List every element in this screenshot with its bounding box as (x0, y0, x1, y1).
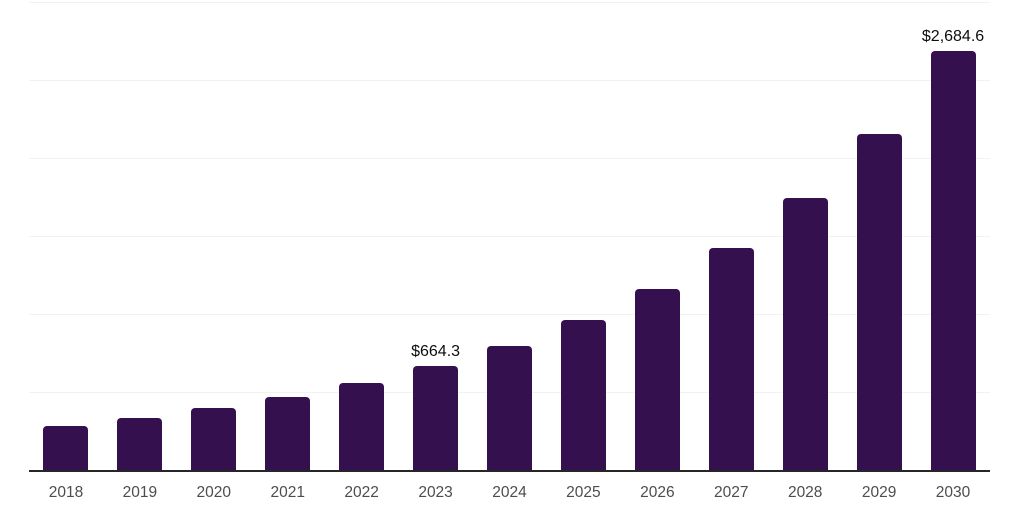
x-tick-2024: 2024 (492, 484, 527, 501)
bar-2029[interactable] (856, 134, 902, 470)
bar-2025[interactable] (560, 320, 606, 470)
bar-2023[interactable] (413, 366, 459, 470)
gridline (29, 2, 990, 3)
x-tick-2022: 2022 (344, 484, 379, 501)
bar-2026[interactable] (634, 289, 680, 470)
plot-area: $664.3 $2,684.6 (29, 2, 990, 472)
x-tick-2026: 2026 (640, 484, 675, 501)
x-axis: 2018 2019 2020 2021 2022 2023 2024 2025 2026 2027… (29, 484, 990, 506)
bar-2027[interactable] (708, 248, 754, 470)
bar-2028[interactable] (782, 198, 828, 470)
bar-2019[interactable] (117, 418, 163, 470)
gridline (29, 80, 990, 81)
x-tick-2025: 2025 (566, 484, 601, 501)
bar-2020[interactable] (191, 408, 237, 470)
value-label-2023: $664.3 (411, 343, 461, 360)
bar-2018[interactable] (43, 426, 89, 470)
x-tick-2020: 2020 (196, 484, 232, 501)
x-tick-2023: 2023 (418, 484, 453, 501)
gridline (29, 158, 990, 159)
x-tick-2018: 2018 (48, 484, 84, 501)
bar-2024[interactable] (487, 346, 532, 470)
bar-2022[interactable] (339, 383, 385, 470)
x-tick-2027: 2027 (714, 484, 749, 501)
x-tick-2028: 2028 (787, 484, 823, 501)
bar-2030[interactable] (930, 51, 976, 470)
gridline (29, 314, 990, 315)
value-label-2030: $2,684.6 (921, 28, 985, 45)
bar-2021[interactable] (265, 397, 311, 470)
x-tick-2019: 2019 (122, 484, 158, 501)
gridline (29, 236, 990, 237)
x-tick-2021: 2021 (270, 484, 305, 501)
x-tick-2030: 2030 (935, 484, 971, 501)
x-tick-2029: 2029 (861, 484, 897, 501)
